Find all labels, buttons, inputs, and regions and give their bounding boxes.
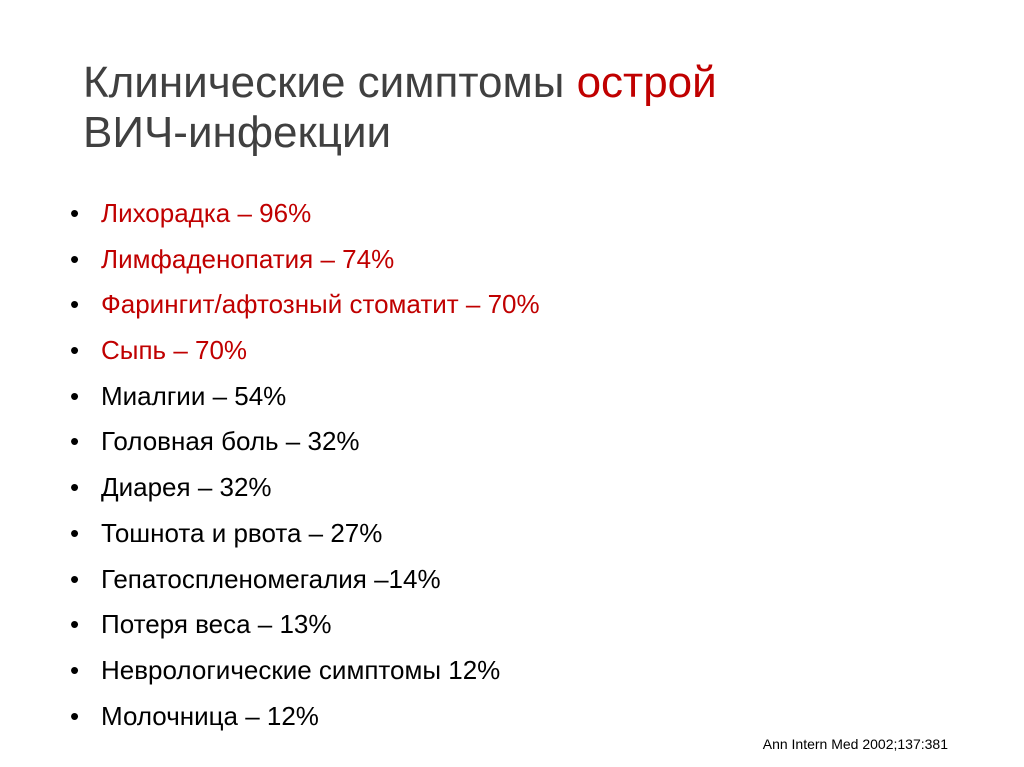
item-text: Тошнота и рвота – 27% [101, 517, 383, 548]
list-item: • Лихорадка – 96% [70, 193, 540, 239]
title-text: Клинические симптомы [83, 58, 565, 107]
bullet: • [70, 700, 80, 731]
item-text: Гепатоспленомегалия –14% [101, 563, 441, 594]
list-item: • Лимфаденопатия – 74% [70, 239, 540, 285]
title-text: ВИЧ-инфекции [83, 108, 392, 157]
bullet: • [70, 654, 80, 685]
bullet: • [70, 563, 80, 594]
list-item: • Тошнота и рвота – 27% [70, 513, 540, 559]
item-text: Потеря веса – 13% [101, 609, 332, 640]
bullet: • [70, 243, 80, 274]
bullet: • [70, 517, 80, 548]
bullet: • [70, 198, 80, 228]
bullet: • [70, 609, 80, 640]
list-item: • Фарингит/афтозный стоматит – 70% [70, 284, 540, 330]
bullet: • [70, 472, 80, 503]
list-item: • Неврологические симптомы 12% [70, 650, 540, 696]
item-text: Головная боль – 32% [101, 426, 360, 457]
item-text: Лимфаденопатия – 74% [101, 243, 395, 274]
list-item: • Миалгии – 54% [70, 376, 540, 422]
bullet: • [70, 335, 80, 366]
list-item: • Потеря веса – 13% [70, 604, 540, 650]
bullet: • [70, 289, 80, 320]
item-text: Сыпь – 70% [101, 335, 248, 366]
list-item: • Головная боль – 32% [70, 421, 540, 467]
slide-title: Клинические симптомы острой ВИЧ-инфекции [83, 58, 717, 158]
item-text: Лихорадка – 96% [101, 198, 312, 228]
title-highlight: острой [576, 58, 717, 107]
item-text: Неврологические симптомы 12% [101, 654, 501, 685]
list-item: • Сыпь – 70% [70, 330, 540, 376]
list-item: • Молочница – 12% [70, 696, 540, 742]
item-text: Фарингит/афтозный стоматит – 70% [101, 289, 540, 320]
item-text: Молочница – 12% [101, 700, 319, 731]
bullet: • [70, 380, 80, 411]
item-text: Диарея – 32% [101, 472, 272, 503]
symptom-list: • Лихорадка – 96% • Лимфаденопатия – 74% • Фа… [70, 193, 540, 741]
bullet: • [70, 426, 80, 457]
list-item: • Гепатоспленомегалия –14% [70, 559, 540, 605]
list-item: • Диарея – 32% [70, 467, 540, 513]
item-text: Миалгии – 54% [101, 380, 287, 411]
citation: Ann Intern Med 2002;137:381 [762, 736, 948, 752]
